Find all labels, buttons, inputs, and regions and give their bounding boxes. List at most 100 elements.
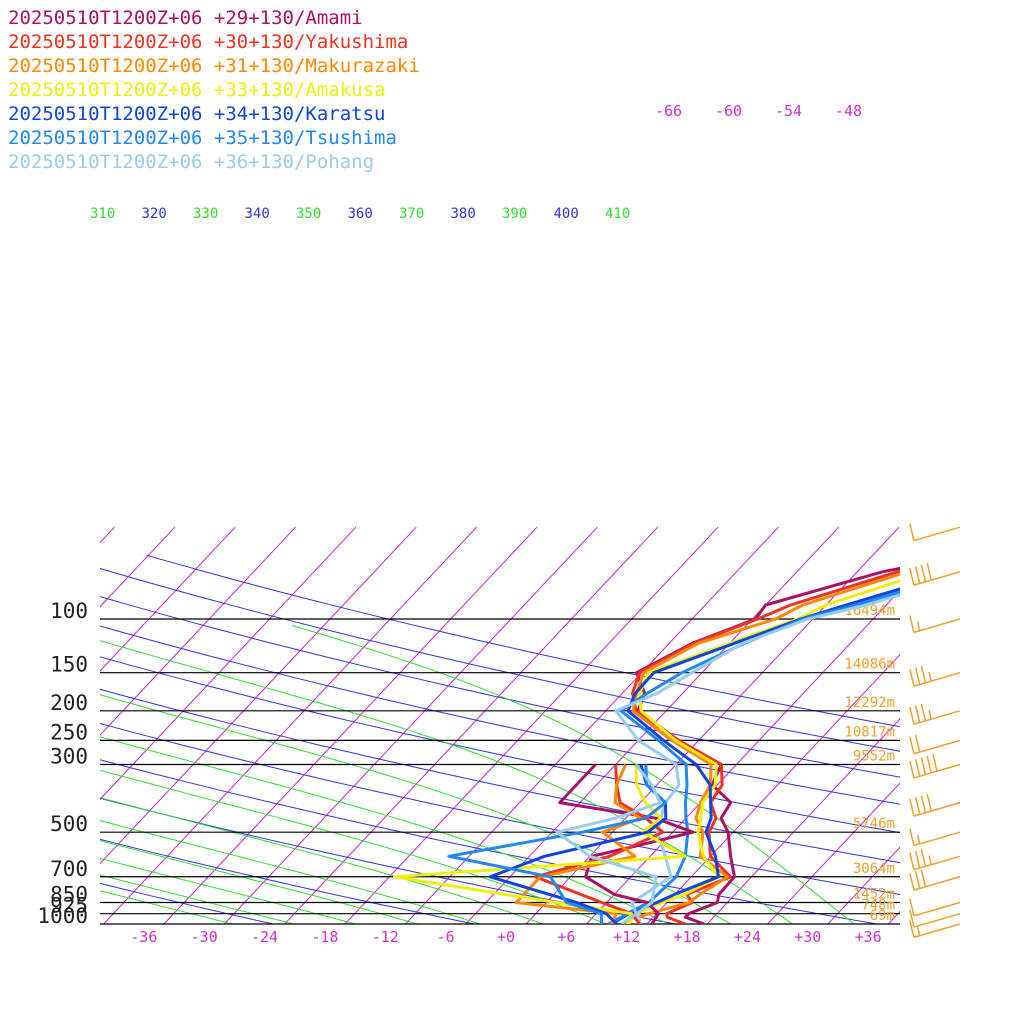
pressure-label: 925 [50,894,88,918]
moist-adiabat-line [100,840,420,924]
x-tick-label: -6 [437,928,455,946]
theta-label: 400 [554,206,579,222]
moist-adiabat-line [100,797,545,924]
theta-label: 340 [245,206,270,222]
x-tick-label: +36 [855,928,882,946]
x-tick-label: +30 [794,928,821,946]
theta-label: 380 [451,206,476,222]
dry-adiabat-line [100,838,477,924]
legend-entry: 20250510T1200Z+06 +30+130/Yakushima [8,31,408,53]
legend-entry: 20250510T1200Z+06 +35+130/Tsushima [8,127,397,149]
legend-entry: 20250510T1200Z+06 +34+130/Karatsu [8,103,386,125]
isotherm-line [100,526,176,608]
wind-barb [909,793,961,817]
isotherm-line [586,589,900,924]
theta-label: 370 [399,206,424,222]
isotherm-label: -60 [715,102,742,120]
pressure-label: 100 [50,599,88,623]
x-tick-label: +24 [734,928,761,946]
wind-barb [909,869,961,891]
wind-barb [909,849,961,871]
moist-adiabat-line [100,874,296,924]
dry-adiabat-line [100,759,880,924]
isotherm-line [887,910,900,924]
legend-entry: 20250510T1200Z+06 +36+130/Pohang [8,151,374,173]
moist-adiabat-line [100,857,358,924]
isotherm-labels: -66 -60 -54 -48 [655,102,862,120]
dry-adiabat-line [100,567,900,752]
x-tick-label: -30 [191,928,218,946]
x-tick-label: -24 [251,928,278,946]
isotherm-line [344,526,719,924]
isotherm-line [100,526,417,865]
height-label: 14086m [844,657,895,673]
moist-adiabat-lines [100,625,855,924]
x-tick-label: -18 [311,928,338,946]
dry-adiabat-line [146,554,900,728]
wind-barb [909,523,961,542]
dewpoint-line [514,763,643,924]
sounding-series [393,566,900,924]
moist-adiabat-line [100,694,732,924]
moist-adiabat-line [100,640,794,924]
moist-adiabat-line [100,890,235,924]
isotherm-label: -54 [775,102,802,120]
isotherm-line [405,526,779,924]
dewpoint-line [533,764,665,924]
x-tick-label: -12 [372,928,399,946]
theta-label: 390 [502,206,527,222]
isotherm-line [100,526,236,672]
isotherm-line [284,526,659,924]
x-tick-label: +6 [557,928,575,946]
pressure-label: 300 [50,745,88,769]
temperature-line [627,579,900,924]
x-tick-label: +18 [674,928,701,946]
wind-barbs [909,523,961,939]
isotherm-line [1009,527,1024,924]
wind-barb [909,909,961,928]
pressure-label: 1000 [37,904,88,928]
legend-entry: 20250510T1200Z+06 +31+130/Makurazaki [8,55,420,77]
dry-adiabat-line [100,797,679,924]
wind-barb [909,920,961,939]
wind-barb [909,665,961,687]
theta-label: 410 [605,206,630,222]
height-label: 10817m [844,724,895,740]
dry-adiabat-line [100,625,900,805]
pressure-label: 700 [50,857,88,881]
pressure-label: 200 [50,691,88,715]
height-label: 3064m [853,861,895,877]
theta-label: 320 [142,206,167,222]
isotherm-line [103,526,477,924]
x-tick-label: -36 [130,928,157,946]
theta-label: 310 [90,206,115,222]
height-label: 9552m [853,749,895,765]
dry-adiabat-line [100,596,900,778]
x-tick-label: +12 [613,928,640,946]
theta-label: 350 [296,206,321,222]
theta-label: 330 [193,206,218,222]
pressure-label: 150 [50,653,88,677]
temperature-line [614,593,900,924]
isotherm-line [827,846,900,924]
moist-adiabat-line [291,625,855,924]
isotherm-label: -48 [835,102,862,120]
wind-barb [909,703,961,725]
dry-adiabat-line [100,688,900,864]
isotherm-line [767,782,900,924]
theta-label: 360 [348,206,373,222]
height-labels: 16494m14086m12292m10817m9552m5746m3064m1… [844,603,895,924]
wind-barb [909,754,961,779]
wind-barb [909,898,961,917]
isotherm-line [646,653,900,924]
dry-adiabat-line [100,723,900,895]
moist-adiabat-line [100,769,607,924]
isotherm-line [949,527,1024,924]
isotherm-line [163,526,538,924]
temperature-line [631,569,900,924]
legend-entry: 20250510T1200Z+06 +29+130/Amami [8,7,363,29]
wind-barb [909,562,961,586]
pressure-label: 850 [50,882,88,906]
